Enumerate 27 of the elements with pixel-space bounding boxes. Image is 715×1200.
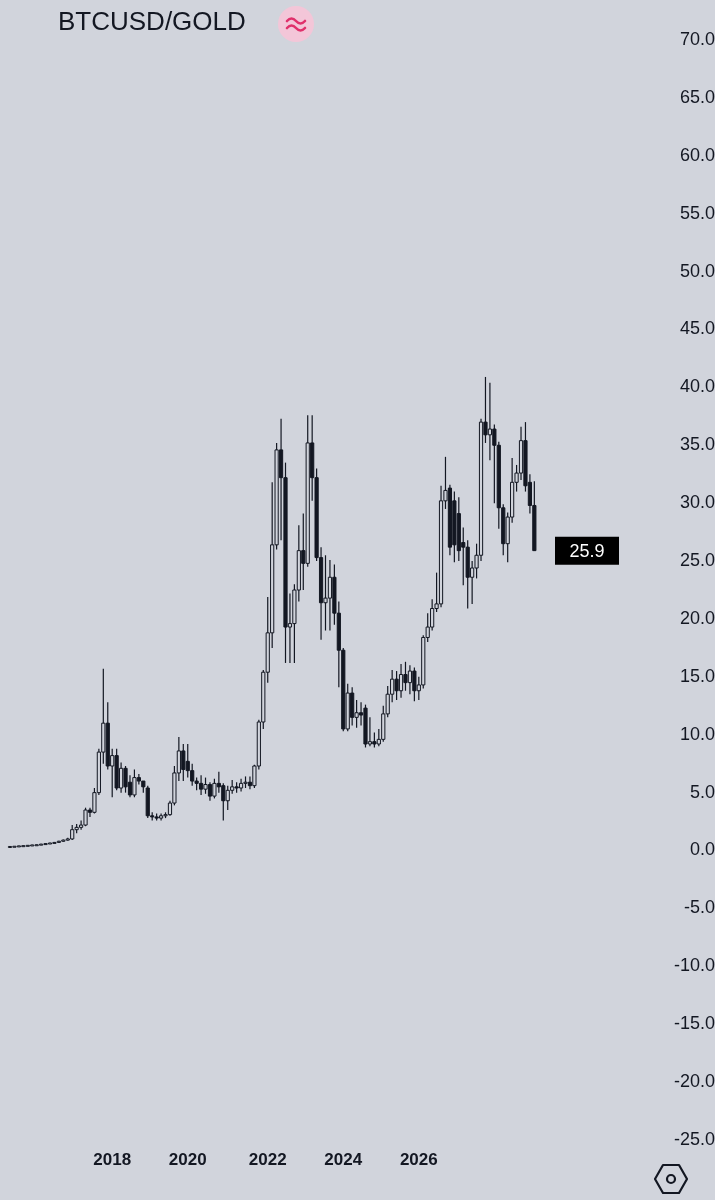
annotation: 25.9 bbox=[569, 540, 605, 561]
y-tick-label: 50.0 bbox=[679, 260, 715, 281]
y-tick-label: 70.0 bbox=[679, 28, 715, 49]
y-tick-label: 15.0 bbox=[679, 665, 715, 686]
y-tick-label: 60.0 bbox=[679, 144, 715, 165]
y-tick-label: 40.0 bbox=[679, 376, 715, 397]
x-tick-label: 2022 bbox=[248, 1149, 287, 1169]
y-tick-label: 35.0 bbox=[679, 434, 715, 455]
chart-title: BTCUSD/GOLD bbox=[58, 6, 246, 37]
y-tick-label: -25.0 bbox=[673, 1128, 715, 1149]
y-tick-label: 65.0 bbox=[679, 86, 715, 107]
y-tick-label: -20.0 bbox=[673, 1071, 715, 1092]
y-tick-label: -15.0 bbox=[673, 1013, 715, 1034]
y-tick-label: 0.0 bbox=[689, 839, 715, 860]
y-tick-label: 10.0 bbox=[679, 723, 715, 744]
y-tick-label: 55.0 bbox=[679, 202, 715, 223]
x-tick-label: 2018 bbox=[93, 1149, 132, 1169]
x-tick-label: 2020 bbox=[168, 1149, 207, 1169]
y-tick-label: 20.0 bbox=[679, 607, 715, 628]
y-tick-label: -5.0 bbox=[683, 897, 715, 918]
y-tick-label: 5.0 bbox=[689, 781, 715, 802]
y-tick-label: 45.0 bbox=[679, 318, 715, 339]
y-tick-label: -10.0 bbox=[673, 955, 715, 976]
y-tick-label: 25.0 bbox=[679, 550, 715, 571]
x-tick-label: 2026 bbox=[399, 1149, 438, 1169]
y-tick-label: 30.0 bbox=[679, 492, 715, 513]
x-tick-label: 2024 bbox=[324, 1149, 363, 1169]
